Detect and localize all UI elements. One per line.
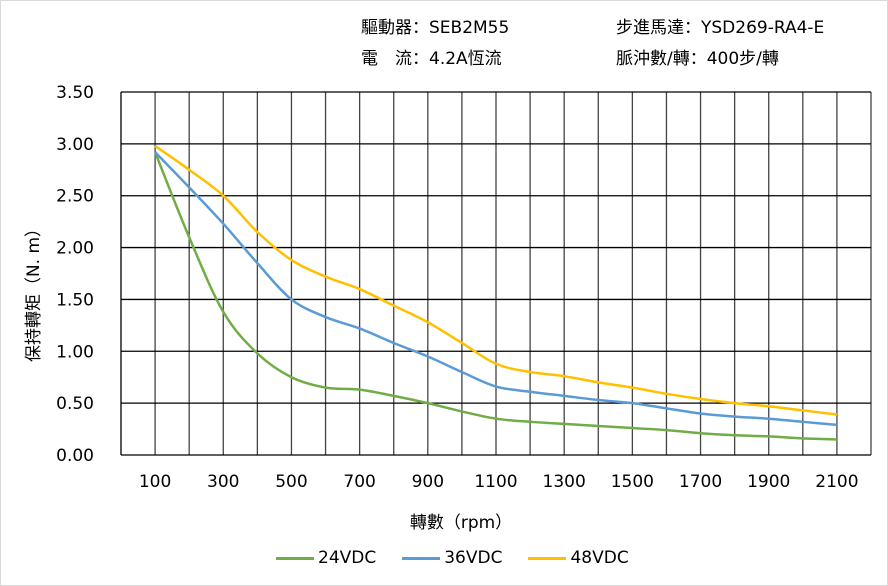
legend-label: 24VDC [318,548,377,568]
driver-label: 驅動器：SEB2M55 [361,18,510,38]
x-tick-label: 100 [139,472,171,492]
legend-item: 24VDC [276,548,376,568]
x-tick-label: 1100 [474,472,517,492]
y-tick-label: 0.00 [56,446,94,466]
legend-label: 48VDC [570,548,629,568]
x-tick-label: 900 [412,472,444,492]
x-tick-label: 300 [207,472,239,492]
y-tick-label: 0.50 [56,394,94,414]
legend-swatch [276,556,314,560]
x-tick-label: 1300 [543,472,586,492]
legend-item: 48VDC [528,548,629,568]
x-tick-label: 1900 [747,472,790,492]
y-tick-label: 2.00 [56,239,94,259]
x-tick-label: 1700 [679,472,722,492]
legend-label: 36VDC [444,548,503,568]
x-axis-title: 轉數（rpm） [410,513,512,533]
legend-swatch [402,556,441,560]
motor-label: 步進馬達：YSD269-RA4-E [616,18,825,38]
x-tick-label: 700 [343,472,375,492]
y-tick-label: 1.50 [56,290,94,310]
legend-item: 36VDC [402,548,502,568]
y-tick-label: 1.00 [56,342,94,362]
y-tick-label: 3.00 [56,135,94,155]
x-tick-label: 500 [275,472,307,492]
y-tick-label: 3.50 [56,83,94,103]
x-tick-label: 2100 [815,472,858,492]
y-axis-title: 保持轉矩（N. m） [24,220,44,362]
y-tick-label: 2.50 [56,187,94,207]
x-tick-label: 1500 [611,472,654,492]
pulses-label: 脈沖數/轉：400步/轉 [616,49,779,69]
legend-swatch [528,556,567,560]
legend: 24VDC 36VDC 48VDC [276,548,629,568]
current-label: 電 流：4.2A恆流 [361,49,502,69]
